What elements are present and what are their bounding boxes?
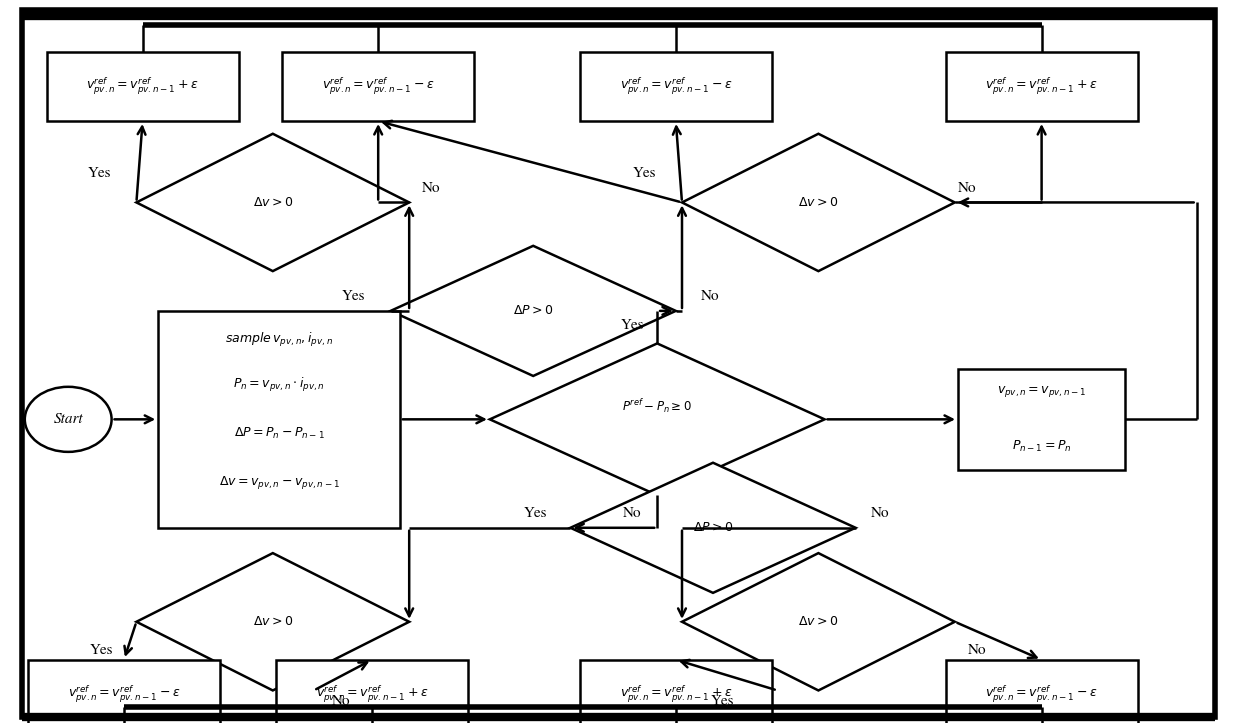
Polygon shape [136, 134, 409, 271]
Text: $\mathit{sample}\,v_{pv,n},i_{pv,n}$: $\mathit{sample}\,v_{pv,n},i_{pv,n}$ [224, 331, 334, 348]
Text: Yes: Yes [88, 167, 110, 180]
FancyBboxPatch shape [29, 659, 221, 723]
Text: $\Delta v=v_{pv,n}-v_{pv,n-1}$: $\Delta v=v_{pv,n}-v_{pv,n-1}$ [218, 474, 340, 492]
Text: $\Delta P>0$: $\Delta P>0$ [693, 521, 733, 534]
Polygon shape [391, 246, 676, 376]
Text: No: No [957, 181, 977, 194]
Text: $v_{pv.n}^{ref}=v_{pv.n-1}^{ref}-\varepsilon$: $v_{pv.n}^{ref}=v_{pv.n-1}^{ref}-\vareps… [986, 683, 1097, 705]
FancyBboxPatch shape [945, 53, 1138, 121]
Text: $\Delta P>0$: $\Delta P>0$ [513, 304, 553, 317]
Text: $\Delta v>0$: $\Delta v>0$ [253, 196, 293, 209]
FancyBboxPatch shape [159, 311, 399, 528]
Text: Start: Start [53, 412, 83, 427]
Text: $P_{n-1}=P_n$: $P_{n-1}=P_n$ [1012, 440, 1071, 454]
FancyBboxPatch shape [275, 659, 467, 723]
Text: $\Delta P=P_n-P_{n-1}$: $\Delta P=P_n-P_{n-1}$ [233, 427, 325, 441]
Text: $v_{pv.n}^{ref}=v_{pv.n-1}^{ref}-\varepsilon$: $v_{pv.n}^{ref}=v_{pv.n-1}^{ref}-\vareps… [322, 76, 434, 98]
Text: No: No [701, 290, 720, 303]
Text: Yes: Yes [621, 319, 644, 332]
Polygon shape [682, 553, 955, 690]
FancyBboxPatch shape [281, 53, 474, 121]
FancyBboxPatch shape [945, 659, 1138, 723]
Text: No: No [967, 644, 987, 657]
Polygon shape [136, 553, 409, 690]
Text: $v_{pv.n}^{ref}=v_{pv.n-1}^{ref}-\varepsilon$: $v_{pv.n}^{ref}=v_{pv.n-1}^{ref}-\vareps… [620, 76, 732, 98]
Text: Yes: Yes [342, 290, 365, 303]
Text: $P_n=v_{pv,n}\cdot i_{pv,n}$: $P_n=v_{pv,n}\cdot i_{pv,n}$ [233, 376, 325, 393]
Text: $v_{pv,n}=v_{pv,n-1}$: $v_{pv,n}=v_{pv,n-1}$ [997, 385, 1086, 399]
FancyBboxPatch shape [580, 53, 771, 121]
Text: Yes: Yes [712, 695, 734, 708]
Text: Yes: Yes [91, 644, 113, 657]
Text: $v_{pv.n}^{ref}=v_{pv.n-1}^{ref}+\varepsilon$: $v_{pv.n}^{ref}=v_{pv.n-1}^{ref}+\vareps… [986, 76, 1097, 98]
Text: No: No [870, 507, 890, 520]
FancyBboxPatch shape [957, 369, 1126, 470]
Text: $P^{ref}-P_n\geq 0$: $P^{ref}-P_n\geq 0$ [622, 398, 692, 415]
Text: Yes: Yes [525, 507, 547, 520]
Text: $v_{pv.n}^{ref}=v_{pv.n-1}^{ref}+\varepsilon$: $v_{pv.n}^{ref}=v_{pv.n-1}^{ref}+\vareps… [87, 76, 198, 98]
FancyBboxPatch shape [47, 53, 238, 121]
Text: $v_{pv.n}^{ref}=v_{pv.n-1}^{ref}+\varepsilon$: $v_{pv.n}^{ref}=v_{pv.n-1}^{ref}+\vareps… [316, 683, 428, 705]
Polygon shape [682, 134, 955, 271]
Text: $v_{pv.n}^{ref}=v_{pv.n-1}^{ref}-\varepsilon$: $v_{pv.n}^{ref}=v_{pv.n-1}^{ref}-\vareps… [68, 683, 180, 705]
Text: No: No [331, 695, 351, 708]
Text: $\Delta v>0$: $\Delta v>0$ [799, 196, 838, 209]
Text: No: No [422, 181, 441, 194]
Text: $\Delta v>0$: $\Delta v>0$ [253, 615, 293, 628]
Ellipse shape [25, 387, 112, 452]
Text: $v_{pv.n}^{ref}=v_{pv.n-1}^{ref}+\varepsilon$: $v_{pv.n}^{ref}=v_{pv.n-1}^{ref}+\vareps… [620, 683, 732, 705]
Polygon shape [490, 343, 825, 495]
FancyBboxPatch shape [580, 659, 771, 723]
Text: $\Delta v>0$: $\Delta v>0$ [799, 615, 838, 628]
Polygon shape [570, 463, 856, 593]
Text: Yes: Yes [634, 167, 656, 180]
Text: No: No [622, 507, 642, 520]
